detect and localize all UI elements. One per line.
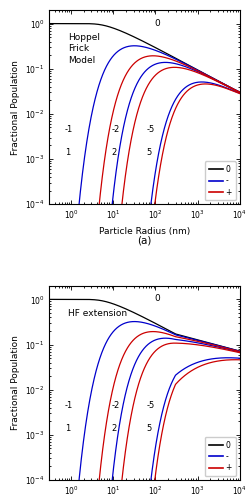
Text: -5: -5 <box>146 125 154 134</box>
Text: -5: -5 <box>146 400 154 409</box>
Text: 2: 2 <box>111 148 117 158</box>
Text: Hoppel
Frick
Model: Hoppel Frick Model <box>68 34 101 64</box>
X-axis label: Particle Radius (nm): Particle Radius (nm) <box>99 227 190 236</box>
Text: -1: -1 <box>65 400 73 409</box>
Text: (a): (a) <box>137 235 152 245</box>
Y-axis label: Fractional Population: Fractional Population <box>11 336 20 430</box>
Text: -1: -1 <box>65 125 73 134</box>
Text: 5: 5 <box>146 424 151 434</box>
Text: 0: 0 <box>154 18 160 28</box>
Text: 5: 5 <box>146 148 151 158</box>
Text: -2: -2 <box>111 125 120 134</box>
Text: 1: 1 <box>65 424 70 434</box>
Text: 0: 0 <box>154 294 160 304</box>
Legend: 0, -, +: 0, -, + <box>205 437 236 476</box>
Text: -2: -2 <box>111 400 120 409</box>
Text: HF extension: HF extension <box>68 309 127 318</box>
Y-axis label: Fractional Population: Fractional Population <box>11 60 20 154</box>
Legend: 0, -, +: 0, -, + <box>205 161 236 200</box>
Text: 1: 1 <box>65 148 70 158</box>
Text: 2: 2 <box>111 424 117 434</box>
